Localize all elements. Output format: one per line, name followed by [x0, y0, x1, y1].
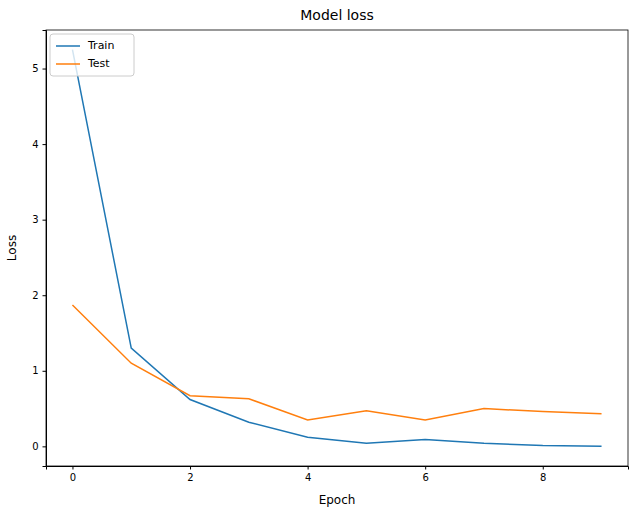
y-tick-label: 0 [32, 441, 38, 452]
x-tick-mark [425, 466, 426, 470]
x-tick-mark [543, 466, 544, 470]
y-tick: 0 [32, 441, 46, 452]
y-tick: 4 [32, 139, 46, 150]
y-tick-label: 3 [32, 214, 38, 225]
x-tick: 0 [70, 466, 76, 483]
y-tick-label: 4 [32, 139, 38, 150]
y-tick-mark [43, 446, 47, 447]
x-tick: 4 [305, 466, 311, 483]
x-tick-mark [190, 466, 191, 470]
y-tick: 1 [32, 365, 46, 376]
y-tick-mark [43, 220, 47, 221]
y-tick-label: 5 [32, 63, 38, 74]
x-tick: 6 [422, 466, 428, 483]
lines [72, 50, 601, 447]
y-tick: 5 [32, 63, 46, 74]
x-tick-label: 2 [187, 472, 193, 483]
series-line [72, 305, 601, 420]
y-tick: 3 [32, 214, 46, 225]
y-tick-mark [43, 69, 47, 70]
y-tick: 2 [32, 290, 46, 301]
x-tick-label: 8 [540, 472, 546, 483]
x-tick-mark [72, 466, 73, 470]
y-tick-label: 1 [32, 365, 38, 376]
x-tick-label: 6 [422, 472, 428, 483]
legend: Train Test [50, 34, 134, 76]
legend-swatch [56, 63, 80, 65]
y-tick-label: 2 [32, 290, 38, 301]
legend-swatch [56, 45, 80, 47]
x-axis-line [47, 467, 629, 470]
y-tick-mark [43, 295, 47, 296]
x-tick-label: 0 [70, 472, 76, 483]
plot-frame [46, 30, 628, 466]
legend-label: Test [87, 57, 110, 70]
plot-area: 0 2 4 6 8 0 1 2 3 4 5 Train Test [32, 30, 628, 483]
series-line [72, 50, 601, 447]
y-tick-mark [43, 371, 47, 372]
legend-label: Train [87, 39, 114, 52]
x-tick: 8 [540, 466, 546, 483]
x-tick-mark [308, 466, 309, 470]
y-tick-mark [43, 144, 47, 145]
chart: 0 2 4 6 8 0 1 2 3 4 5 Train Test Model loss Epoch Loss [0, 0, 640, 518]
x-tick-label: 4 [305, 472, 311, 483]
x-axis-title: Epoch [319, 493, 356, 507]
y-axis-title: Loss [5, 235, 19, 261]
chart-title: Model loss [300, 7, 374, 23]
y-axis: 0 1 2 3 4 5 [32, 31, 46, 467]
x-tick: 2 [187, 466, 193, 483]
x-axis: 0 2 4 6 8 [47, 466, 629, 483]
legend-box [50, 34, 134, 76]
